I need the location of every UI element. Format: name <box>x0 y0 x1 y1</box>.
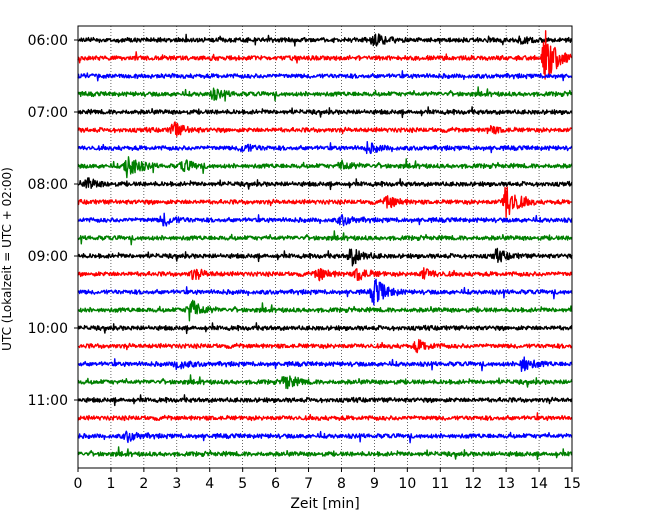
trace-line <box>77 356 573 373</box>
trace-line <box>77 70 573 82</box>
trace-line <box>77 30 573 80</box>
y-tick-label: 07:00 <box>28 105 68 121</box>
x-tick-label: 9 <box>370 476 379 492</box>
trace-line <box>77 247 573 267</box>
y-tick-label: 11:00 <box>28 393 68 409</box>
x-tick-label: 11 <box>431 476 449 492</box>
trace-line <box>77 177 573 191</box>
trace-line <box>77 121 573 137</box>
y-tick-label: 09:00 <box>28 249 68 265</box>
y-tick-label: 06:00 <box>28 33 68 49</box>
x-axis-label: Zeit [min] <box>290 496 359 512</box>
y-tick-label: 10:00 <box>28 321 68 337</box>
x-tick-label: 0 <box>74 476 83 492</box>
x-tick-label: 14 <box>530 476 548 492</box>
trace-line <box>77 186 573 218</box>
trace-line <box>77 446 573 461</box>
trace-group <box>77 30 573 461</box>
x-tick-label: 6 <box>271 476 280 492</box>
trace-line <box>77 156 573 179</box>
x-tick-label: 12 <box>464 476 482 492</box>
trace-line <box>77 338 573 354</box>
trace-line <box>77 230 573 246</box>
x-tick-label: 13 <box>497 476 515 492</box>
x-tick-label: 15 <box>563 476 581 492</box>
trace-line <box>77 430 573 444</box>
plot-frame <box>77 25 573 469</box>
trace-line <box>77 106 573 119</box>
trace-line <box>77 267 573 282</box>
x-tick-label: 8 <box>337 476 346 492</box>
trace-line <box>77 212 573 227</box>
trace-line <box>77 322 573 335</box>
trace-line <box>77 278 573 306</box>
x-tick-label: 1 <box>106 476 115 492</box>
x-tick-label: 5 <box>238 476 247 492</box>
x-tick-label: 3 <box>172 476 181 492</box>
trace-line <box>77 33 573 47</box>
trace-line <box>77 86 573 102</box>
x-tick-label: 7 <box>304 476 313 492</box>
trace-line <box>77 394 573 407</box>
x-tick-label: 10 <box>398 476 416 492</box>
x-axis-ticks: 0 1 2 3 4 5 6 7 8 9 10 11 12 13 14 15 <box>74 468 581 492</box>
trace-line <box>77 141 573 155</box>
trace-line <box>77 299 573 322</box>
y-axis-label: UTC (Lokalzeit = UTC + 02:00) <box>0 167 14 351</box>
y-axis-ticks: 06:00 07:00 08:00 09:00 10:00 11:00 <box>28 33 78 409</box>
x-tick-label: 4 <box>205 476 214 492</box>
trace-line <box>77 374 573 390</box>
x-tick-label: 2 <box>139 476 148 492</box>
trace-line <box>77 412 573 422</box>
y-tick-label: 08:00 <box>28 177 68 193</box>
